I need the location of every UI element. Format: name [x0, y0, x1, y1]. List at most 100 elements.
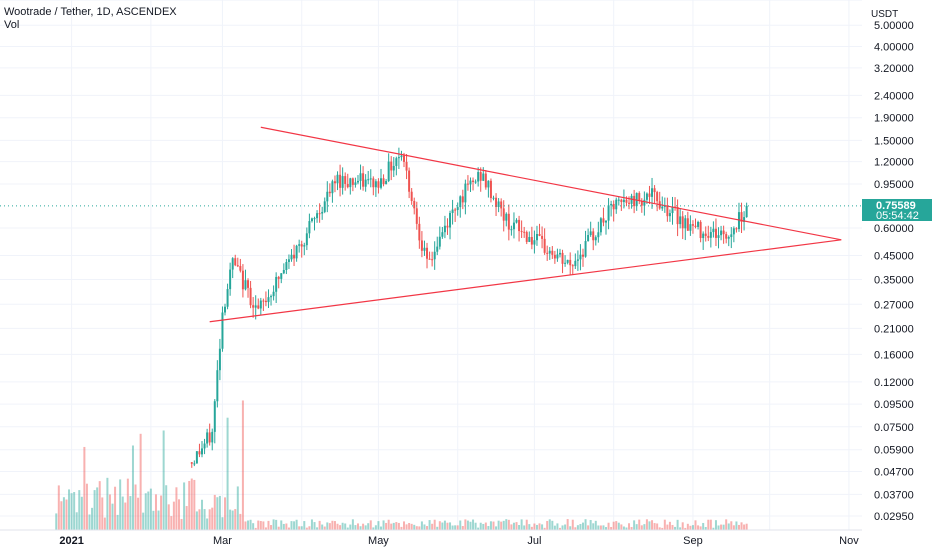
volume-bar: [356, 523, 359, 530]
price-axis-background: [862, 0, 932, 530]
candle-body: [697, 221, 700, 227]
candle-body: [576, 259, 579, 261]
volume-bar: [620, 524, 623, 530]
candle-body: [484, 173, 487, 188]
volume-bar: [681, 522, 684, 530]
candle-body: [707, 235, 710, 238]
volume-bar: [154, 494, 157, 530]
candle-body: [351, 178, 354, 185]
price-axis[interactable]: USDT: [862, 0, 932, 530]
volume-bar: [459, 520, 462, 530]
volume-bar: [331, 520, 334, 530]
volume-bar: [418, 526, 421, 530]
candle-body: [694, 225, 697, 227]
volume-bar: [676, 519, 679, 530]
volume-bar: [645, 519, 648, 530]
candle-body: [564, 262, 567, 264]
volume-bar: [743, 524, 746, 530]
volume-bar: [83, 446, 86, 530]
volume-bar: [446, 522, 449, 530]
time-tick-label: May: [368, 535, 389, 547]
price-tick-label: 0.21000: [874, 323, 914, 335]
volume-bar: [615, 521, 618, 530]
candle-body: [676, 207, 679, 225]
candle-body: [745, 205, 748, 218]
volume-bar: [239, 513, 242, 530]
price-tick-label: 0.03700: [874, 489, 914, 501]
volume-bar: [661, 527, 664, 530]
candle-body: [310, 218, 313, 222]
candle-body: [612, 203, 615, 210]
volume-bar: [464, 519, 467, 530]
price-tick-label: 2.40000: [874, 90, 914, 102]
candle-body: [374, 181, 377, 188]
volume-bar: [346, 527, 349, 530]
volume-bar: [247, 520, 250, 530]
volume-bar: [134, 484, 137, 530]
volume-bar: [569, 526, 572, 530]
candle-body: [689, 224, 692, 231]
volume-bar: [144, 493, 147, 530]
candle-body: [466, 183, 469, 185]
candle-body: [546, 252, 549, 254]
volume-bar: [262, 521, 265, 530]
volume-bar: [405, 524, 408, 530]
candle-body: [382, 178, 385, 185]
volume-bar: [254, 527, 257, 530]
volume-bar: [433, 519, 436, 530]
volume-bar: [725, 519, 728, 530]
candle-body: [362, 173, 365, 187]
candle-body: [645, 193, 648, 200]
volume-bar: [602, 525, 605, 530]
candle-body: [487, 180, 490, 188]
volume-bar: [275, 519, 278, 530]
candle-body: [413, 200, 416, 209]
current-price-value: 0.75589: [876, 200, 916, 212]
volume-bar: [321, 524, 324, 530]
volume-bar: [487, 526, 490, 530]
volume-bar: [387, 519, 390, 530]
volume-bar: [175, 487, 178, 530]
volume-bar: [640, 525, 643, 530]
volume-bar: [88, 514, 91, 530]
volume-bar: [535, 524, 538, 530]
volume-bar: [60, 501, 63, 530]
volume-bar: [57, 485, 60, 530]
candle-body: [469, 180, 472, 185]
volume-bar: [298, 526, 301, 530]
volume-bar: [241, 400, 244, 530]
time-axis-labels: 2021 Mar May Jul Sep Nov: [59, 535, 859, 547]
volume-bar: [267, 520, 270, 530]
candle-body: [203, 443, 206, 449]
candle-body: [569, 259, 572, 266]
volume-bar: [203, 509, 206, 530]
volume-bar: [630, 527, 633, 530]
price-tick-label: 1.20000: [874, 157, 914, 169]
volume-bar: [287, 527, 290, 530]
volume-bar: [574, 527, 577, 530]
candle-body: [446, 225, 449, 228]
candle-body: [551, 250, 554, 255]
trendline-upper[interactable]: [260, 126, 842, 241]
volume-bar: [451, 525, 454, 530]
candle-body: [702, 233, 705, 239]
candle-body: [239, 266, 242, 271]
candle-body: [420, 240, 423, 251]
trendline-lower[interactable]: [209, 239, 842, 323]
volume-bar: [259, 520, 262, 530]
candle-body: [293, 254, 296, 259]
volume-bar: [121, 496, 124, 530]
volume-bar: [456, 525, 459, 530]
volume-bar: [162, 430, 165, 530]
trendlines: [209, 126, 842, 323]
volume-bar: [651, 520, 654, 530]
candle-body: [206, 432, 209, 444]
time-axis[interactable]: [0, 529, 862, 550]
volume-bar: [85, 483, 88, 530]
volume-bar: [341, 522, 344, 530]
candle-body: [743, 217, 746, 222]
volume-bar: [55, 513, 58, 530]
candle-body: [489, 180, 492, 199]
volume-bar: [249, 519, 252, 530]
